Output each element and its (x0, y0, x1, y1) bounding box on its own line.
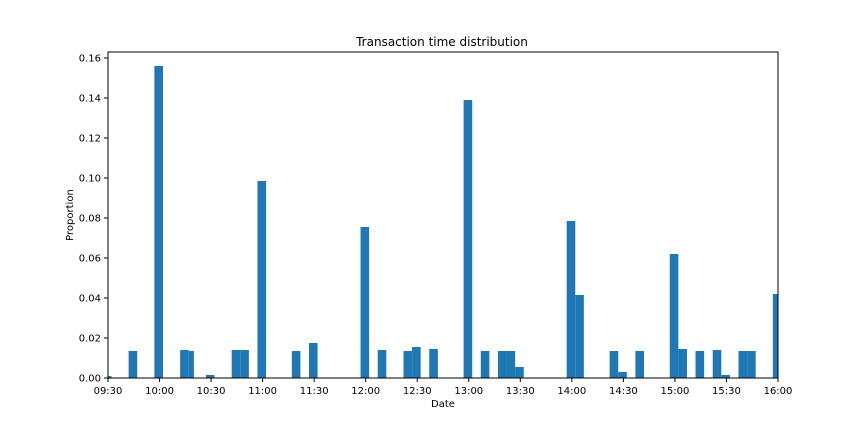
bar-1317 (497, 351, 507, 378)
x-tick-label: 14:00 (557, 386, 586, 397)
x-tick-label: 09:30 (94, 386, 123, 397)
bar-1357 (566, 221, 576, 378)
bar-1402 (575, 295, 584, 378)
bar-1027 (205, 375, 215, 378)
y-tick-label: 0.04 (79, 294, 101, 305)
y-axis: 0.00 0.02 0.04 0.06 0.08 0.10 0.12 0.14 0.16 (79, 54, 108, 385)
bar-1527 (721, 375, 730, 378)
x-tick-label: 15:30 (712, 386, 741, 397)
bar-1322 (506, 351, 516, 378)
bar-1457 (669, 254, 679, 378)
bar-1057 (257, 181, 267, 378)
bar-1207 (377, 350, 387, 378)
bar-1157 (360, 227, 370, 378)
bar-1257 (463, 100, 473, 378)
bar-1512 (695, 351, 705, 378)
x-tick-label: 14:30 (609, 386, 638, 397)
bar-1307 (480, 351, 490, 378)
bars-group (108, 66, 778, 378)
y-tick-label: 0.16 (79, 54, 101, 65)
x-axis: 09:30 10:00 10:30 11:00 11:30 12:00 12:30 13:00… (94, 378, 793, 397)
y-tick-label: 0.00 (79, 374, 101, 385)
bar-1012 (180, 350, 189, 378)
bar-0942 (128, 351, 138, 378)
y-tick-label: 0.02 (79, 334, 101, 345)
bar-0930 (108, 376, 112, 378)
x-axis-label: Date (431, 399, 455, 410)
y-tick-label: 0.10 (79, 174, 101, 185)
x-tick-label: 15:00 (661, 386, 690, 397)
plot-frame (107, 51, 779, 379)
bar-1537 (738, 351, 748, 378)
x-tick-label: 11:00 (248, 386, 277, 397)
bar-1542 (747, 351, 756, 378)
bar-1557 (772, 294, 778, 378)
bar-1042 (231, 350, 241, 378)
bar-1047 (240, 350, 249, 378)
bar-0957 (154, 66, 163, 378)
bar-1237 (429, 349, 438, 378)
x-tick-label: 13:00 (454, 386, 483, 397)
y-tick-label: 0.12 (79, 134, 101, 145)
bar-1522 (712, 350, 722, 378)
bar-1222 (403, 351, 413, 378)
x-tick-label: 13:30 (506, 386, 535, 397)
x-tick-label: 10:00 (145, 386, 174, 397)
bar-1437 (635, 351, 644, 378)
x-tick-label: 12:00 (351, 386, 380, 397)
bar-1327 (515, 367, 524, 378)
y-tick-label: 0.08 (79, 214, 101, 225)
bar-1017 (188, 351, 194, 378)
bar-1127 (309, 343, 318, 378)
bar-1227 (412, 347, 421, 378)
bar-1427 (618, 372, 627, 378)
y-tick-label: 0.14 (79, 94, 101, 105)
bar-1502 (678, 349, 687, 378)
chart-title: Transaction time distribution (355, 35, 528, 49)
x-tick-label: 16:00 (764, 386, 793, 397)
bar-1422 (609, 351, 619, 378)
x-tick-label: 12:30 (403, 386, 432, 397)
x-tick-label: 10:30 (197, 386, 226, 397)
y-tick-label: 0.06 (79, 254, 101, 265)
y-axis-label: Proportion (65, 189, 76, 241)
bar-1117 (291, 351, 301, 378)
x-tick-label: 11:30 (300, 386, 329, 397)
